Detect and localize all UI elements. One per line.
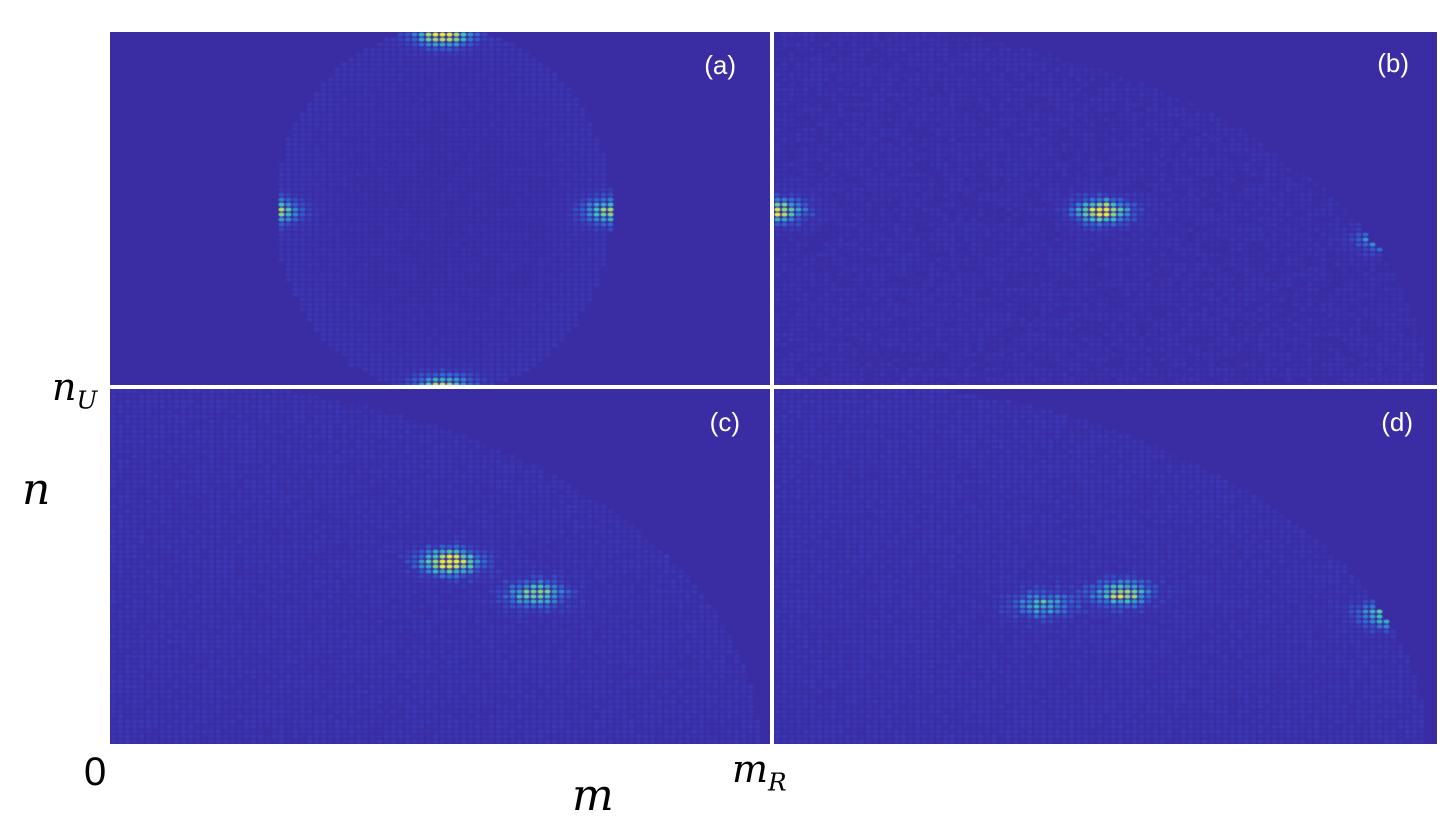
panel-d-label: (d)	[1381, 407, 1413, 437]
panel-c-label: (c)	[709, 407, 740, 437]
panel-d-canvas	[774, 389, 1437, 744]
panel-d-heatmap: (d)	[774, 389, 1437, 744]
panel-c-heatmap: (c)	[110, 389, 770, 744]
panel-a-heatmap: (a)	[110, 32, 770, 385]
panel-c-canvas	[110, 389, 770, 744]
y-top-tick-label: nU	[52, 365, 98, 415]
x-right-tick-label: mR	[732, 747, 787, 797]
panel-b-canvas	[774, 32, 1437, 385]
x-axis-label: m	[572, 770, 614, 821]
y-axis-label: n	[22, 464, 51, 515]
panel-a-canvas	[110, 32, 770, 385]
origin-tick-label: 0	[84, 750, 107, 794]
panel-b-label: (b)	[1377, 48, 1409, 78]
panel-a-label: (a)	[704, 50, 736, 80]
panel-b-heatmap: (b)	[774, 32, 1437, 385]
